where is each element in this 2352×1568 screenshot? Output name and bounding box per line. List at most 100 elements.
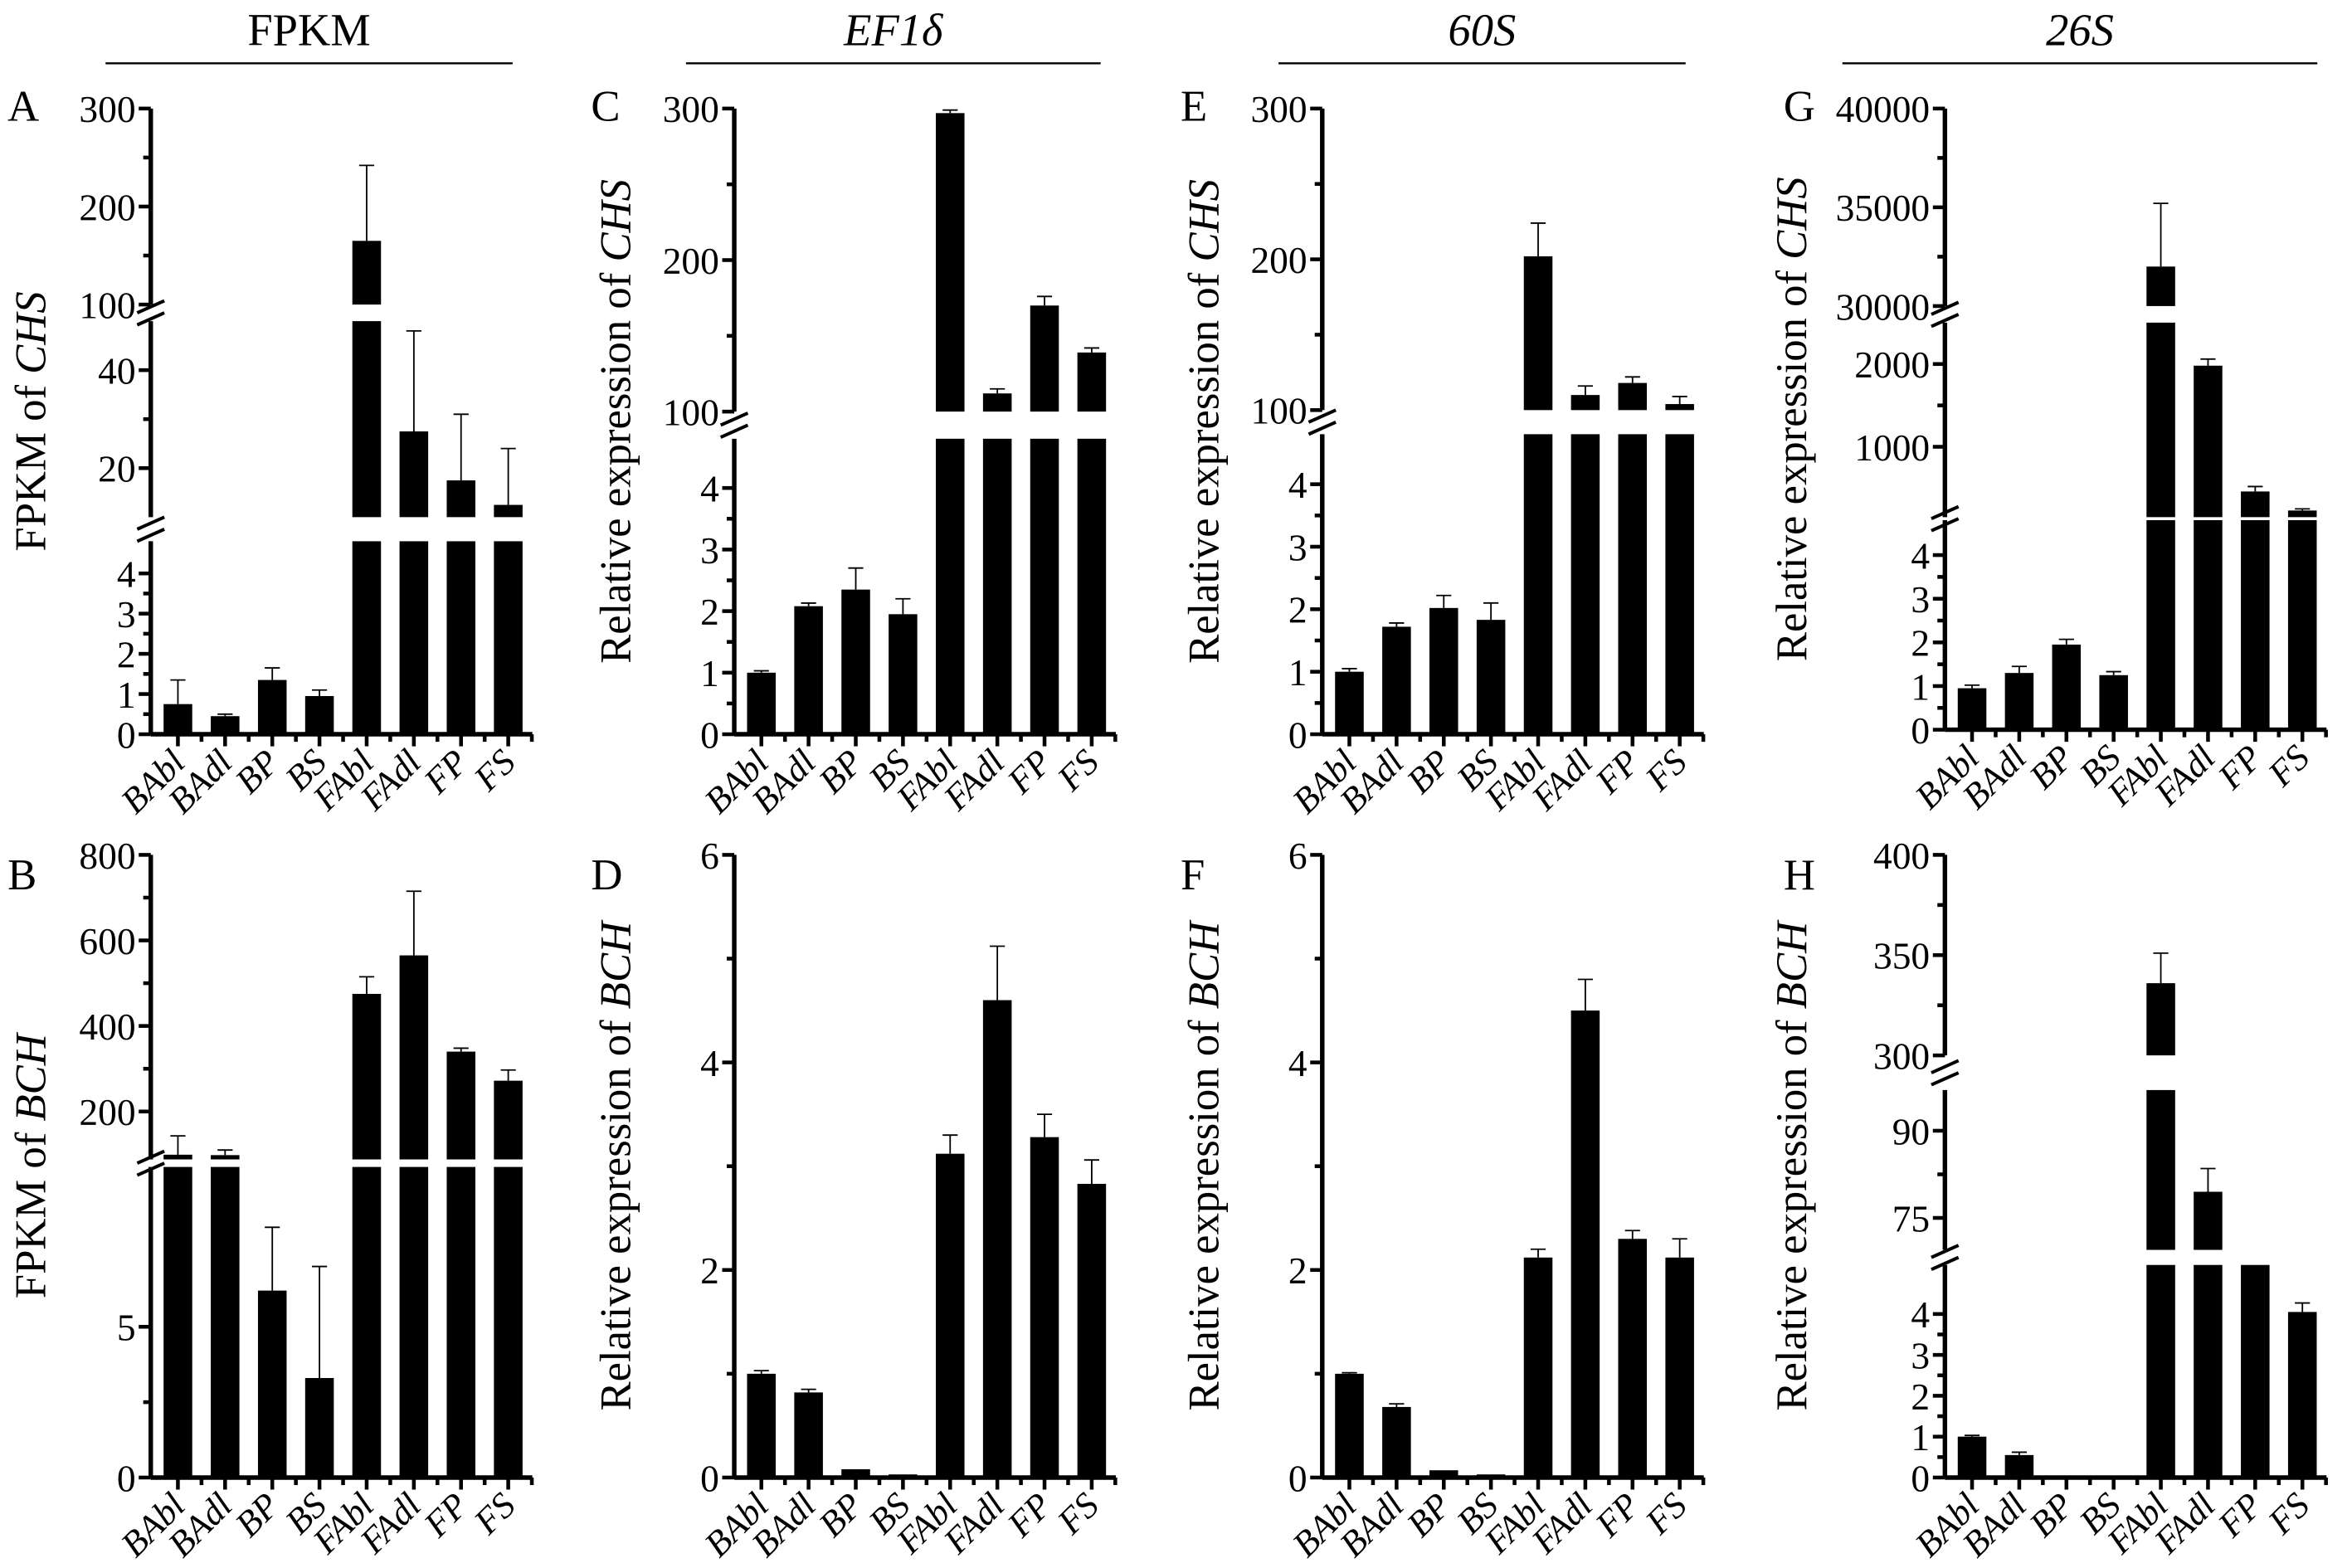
panel-letter: G — [1784, 82, 1815, 130]
bar-FAbl — [2146, 322, 2175, 518]
bar-FAbl — [352, 241, 382, 305]
y-tick-label: 6 — [1288, 835, 1307, 877]
panel-letter: F — [1181, 851, 1205, 899]
y-tick-label: 0 — [1288, 714, 1307, 756]
x-tick-label: FP — [2210, 1485, 2270, 1545]
x-tick-label: FP — [1587, 1485, 1647, 1545]
panel-letter: H — [1784, 851, 1815, 899]
y-label-prefix: FPKM of — [7, 374, 56, 552]
y-label-prefix: Relative expression of — [1768, 1009, 1816, 1410]
x-tick-label: FS — [1049, 1485, 1107, 1542]
bar-BP — [257, 679, 287, 735]
y-tick-label: 200 — [79, 1092, 135, 1133]
bar-FS — [2287, 510, 2317, 518]
y-label-gene: CHS — [1180, 179, 1228, 262]
y-axis-label: FPKM of CHS — [7, 291, 56, 551]
panel-letter: C — [591, 82, 620, 130]
y-tick-label: 1 — [1288, 652, 1307, 694]
bar-FS — [1665, 434, 1694, 735]
bar-BAbl — [1957, 1436, 1987, 1478]
y-tick-label: 600 — [79, 921, 135, 962]
bar-FP — [446, 480, 475, 518]
axis-break-mark — [136, 1161, 165, 1177]
bar-BAbl — [1957, 688, 1987, 730]
y-tick-label: 1 — [1911, 1417, 1930, 1458]
bar-FAdl — [399, 431, 429, 518]
y-label-prefix: Relative expression of — [1768, 260, 1816, 661]
y-tick-label: 3 — [1911, 1335, 1930, 1376]
y-tick-label: 3 — [700, 530, 719, 572]
bar-BAdl — [794, 1392, 823, 1478]
bar-BS — [889, 614, 918, 735]
y-label-gene: BCH — [1768, 919, 1816, 1009]
bar-FS — [2287, 1312, 2317, 1478]
bar-BAdl — [211, 1155, 240, 1160]
bar-FS — [2287, 519, 2317, 730]
y-label-gene: BCH — [592, 919, 640, 1009]
bar-FAbl — [2146, 266, 2175, 306]
y-tick-label: 300 — [1873, 1035, 1930, 1077]
y-tick-label: 100 — [1250, 391, 1307, 432]
column-header: 26S — [2046, 5, 2114, 56]
bar-BAbl — [1335, 1373, 1364, 1478]
bar-FAbl — [1523, 256, 1553, 411]
x-tick-label: FP — [416, 743, 475, 802]
column-header: FPKM — [247, 5, 370, 56]
bar-FAdl — [399, 1166, 429, 1478]
y-axis-label: Relative expression of CHS — [592, 179, 640, 664]
axis-break-mark — [1931, 517, 1960, 533]
bar-FAdl — [399, 541, 429, 735]
y-tick-label: 300 — [1250, 89, 1307, 130]
y-tick-label: 1 — [117, 674, 136, 716]
panel-letter: D — [591, 851, 622, 899]
y-tick-label: 4 — [117, 554, 136, 596]
bar-FAdl — [982, 393, 1012, 412]
bar-FP — [2241, 519, 2270, 730]
bar-FS — [1077, 438, 1107, 735]
bar-FAbl — [2146, 519, 2175, 730]
y-label-prefix: Relative expression of — [1180, 262, 1228, 664]
y-tick-label: 0 — [1911, 710, 1930, 752]
y-tick-label: 3 — [1911, 579, 1930, 621]
bar-BP — [841, 1468, 870, 1478]
axis-break-mark — [1931, 300, 1960, 316]
bar-BS — [304, 1378, 334, 1478]
y-tick-label: 4 — [1288, 1043, 1307, 1084]
panel-C: C Relative expression of CHS 0 1 2 3 4 100 200 30… — [591, 82, 1118, 821]
bar-FS — [1665, 1257, 1694, 1478]
y-label-gene: CHS — [1768, 177, 1816, 260]
axis-break-mark — [1307, 421, 1337, 436]
y-tick-label: 4 — [700, 469, 719, 510]
column-header: 60S — [1449, 5, 1517, 56]
x-tick-label: FS — [2260, 1485, 2317, 1542]
bar-BS — [304, 695, 334, 735]
bar-FAbl — [2146, 1089, 2175, 1250]
y-tick-label: 2 — [1911, 1376, 1930, 1418]
y-tick-label: 0 — [700, 714, 719, 756]
panel-letter: E — [1181, 82, 1207, 130]
y-axis-label: Relative expression of BCH — [592, 919, 640, 1411]
bar-FAbl — [936, 1153, 965, 1478]
bar-FAdl — [2194, 365, 2223, 518]
bar-FP — [2241, 1264, 2270, 1478]
y-label-gene: CHS — [592, 179, 640, 262]
x-tick-label: FS — [466, 1485, 523, 1542]
bar-BS — [1476, 1474, 1506, 1478]
y-label-gene: BCH — [1180, 919, 1228, 1009]
bar-BP — [1429, 607, 1458, 735]
y-tick-label: 5 — [117, 1307, 136, 1349]
bar-FAbl — [352, 993, 382, 1160]
bar-FP — [446, 1166, 475, 1478]
bar-FAbl — [2146, 983, 2175, 1056]
y-label-prefix: Relative expression of — [592, 262, 640, 664]
bar-BAbl — [1335, 671, 1364, 735]
y-tick-label: 1 — [1911, 666, 1930, 708]
panel-letter: B — [7, 851, 37, 899]
y-tick-label: 2000 — [1854, 344, 1930, 386]
bar-FS — [1665, 404, 1694, 411]
bar-BAdl — [1382, 626, 1411, 735]
bar-FAdl — [2194, 1191, 2223, 1250]
